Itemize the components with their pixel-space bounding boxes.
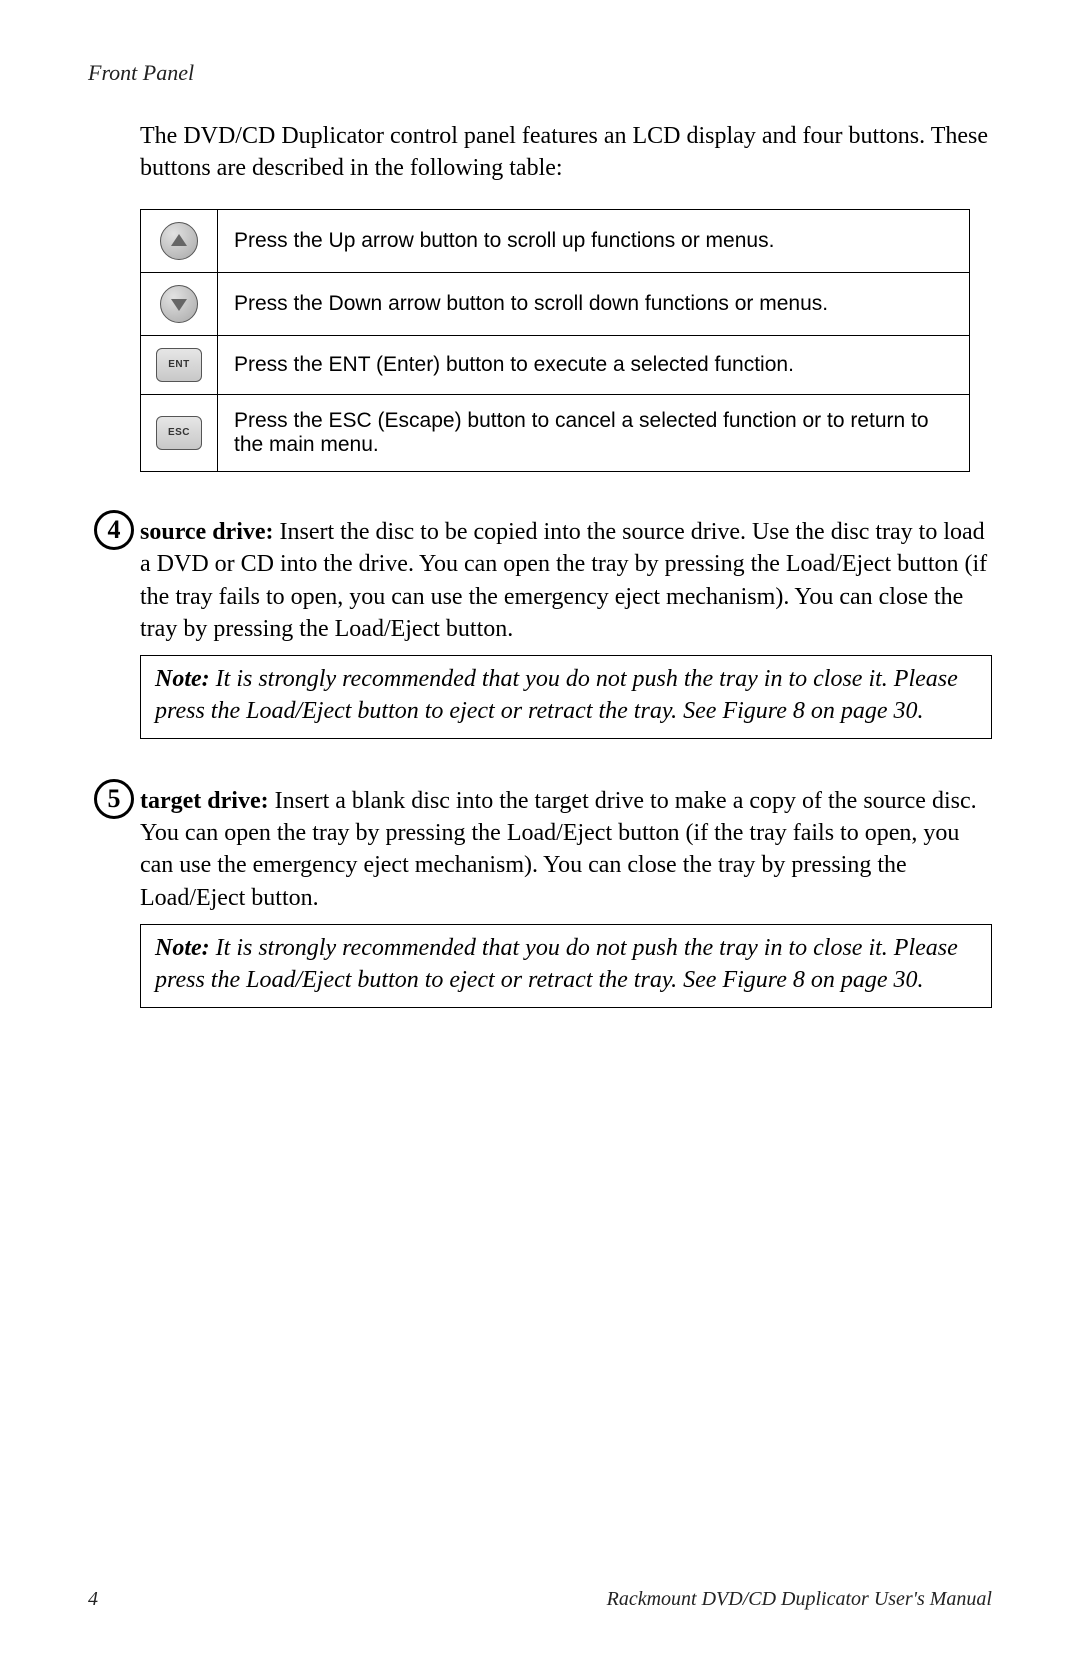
callout-label: target drive: [140, 788, 269, 814]
page-number: 4 [88, 1588, 98, 1611]
manual-page: Front Panel The DVD/CD Duplicator contro… [0, 0, 1080, 1669]
callout-number-icon: 5 [94, 779, 134, 819]
note-box: Note: It is strongly recommended that yo… [140, 924, 992, 1007]
button-description: Press the ESC (Escape) button to cancel … [218, 394, 970, 471]
callout-text: source drive: Insert the disc to be copi… [140, 516, 992, 646]
table-row: Press the Up arrow button to scroll up f… [141, 209, 970, 272]
page-footer: 4 Rackmount DVD/CD Duplicator User's Man… [88, 1588, 992, 1611]
triangle-down-icon [171, 299, 187, 311]
callout-item: 4 source drive: Insert the disc to be co… [88, 516, 992, 739]
note-label: Note: [155, 935, 210, 961]
button-description-table: Press the Up arrow button to scroll up f… [140, 209, 970, 472]
note-body: It is strongly recommended that you do n… [155, 935, 958, 993]
note-box: Note: It is strongly recommended that yo… [140, 655, 992, 738]
icon-cell: ESC [141, 394, 218, 471]
note-label: Note: [155, 666, 210, 692]
intro-paragraph: The DVD/CD Duplicator control panel feat… [140, 120, 992, 185]
note-body: It is strongly recommended that you do n… [155, 666, 958, 724]
callout-item: 5 target drive: Insert a blank disc into… [88, 785, 992, 1008]
triangle-up-icon [171, 234, 187, 246]
callout-number-icon: 4 [94, 510, 134, 550]
down-arrow-icon [160, 285, 198, 323]
button-description: Press the Up arrow button to scroll up f… [218, 209, 970, 272]
spacer [88, 747, 992, 777]
manual-title: Rackmount DVD/CD Duplicator User's Manua… [607, 1588, 992, 1611]
up-arrow-icon [160, 222, 198, 260]
callout-text: target drive: Insert a blank disc into t… [140, 785, 992, 915]
table-row: ENT Press the ENT (Enter) button to exec… [141, 335, 970, 394]
icon-cell [141, 272, 218, 335]
table-row: Press the Down arrow button to scroll do… [141, 272, 970, 335]
button-description: Press the ENT (Enter) button to execute … [218, 335, 970, 394]
callout-label: source drive: [140, 519, 274, 545]
ent-button-icon: ENT [156, 348, 202, 382]
icon-cell: ENT [141, 335, 218, 394]
icon-cell [141, 209, 218, 272]
esc-button-icon: ESC [156, 416, 202, 450]
table-row: ESC Press the ESC (Escape) button to can… [141, 394, 970, 471]
button-description: Press the Down arrow button to scroll do… [218, 272, 970, 335]
section-header: Front Panel [88, 60, 992, 86]
